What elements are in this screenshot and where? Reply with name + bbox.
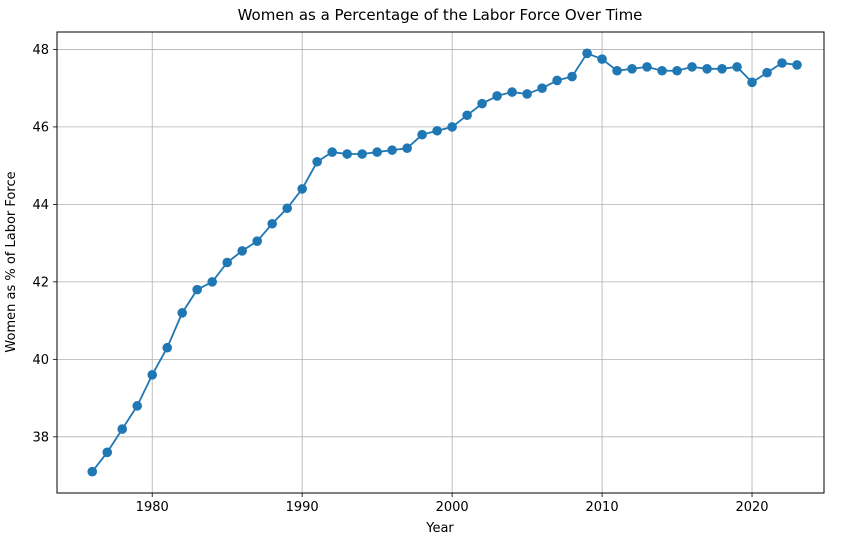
data-point bbox=[522, 89, 532, 99]
y-tick-label: 44 bbox=[32, 198, 49, 213]
data-point bbox=[312, 156, 322, 167]
data-point bbox=[192, 284, 203, 295]
data-point bbox=[642, 62, 652, 72]
y-tick-label: 42 bbox=[32, 275, 49, 290]
x-axis-label: Year bbox=[425, 521, 454, 536]
data-point bbox=[432, 125, 442, 136]
x-tick-label: 1990 bbox=[286, 500, 319, 515]
data-point bbox=[762, 67, 772, 78]
data-point bbox=[657, 65, 667, 76]
data-point bbox=[477, 98, 487, 109]
y-tick-label: 40 bbox=[32, 353, 49, 368]
data-point bbox=[402, 143, 412, 154]
data-point bbox=[357, 149, 367, 159]
data-point bbox=[672, 65, 682, 76]
data-point bbox=[747, 77, 757, 88]
y-axis-label: Women as % of Labor Force bbox=[4, 171, 19, 352]
data-point bbox=[687, 62, 697, 72]
data-point bbox=[537, 83, 547, 93]
data-point bbox=[612, 65, 622, 76]
data-point bbox=[582, 48, 592, 59]
plot-area: 1980 1990 2000 2010 2020 38 40 42 44 46 48 bbox=[32, 31, 825, 515]
data-point bbox=[147, 370, 158, 380]
data-point bbox=[87, 466, 98, 477]
data-point bbox=[417, 129, 427, 140]
x-tick-label: 2020 bbox=[735, 500, 768, 515]
data-point bbox=[252, 236, 262, 246]
data-point bbox=[507, 87, 517, 97]
data-point bbox=[282, 203, 292, 214]
chart-title: Women as a Percentage of the Labor Force… bbox=[238, 6, 643, 24]
data-point bbox=[732, 62, 742, 72]
data-point bbox=[102, 447, 113, 458]
data-point bbox=[447, 122, 457, 132]
data-point bbox=[492, 91, 502, 101]
data-point bbox=[222, 257, 232, 268]
data-point bbox=[327, 147, 337, 157]
data-point bbox=[552, 75, 562, 86]
data-point bbox=[627, 64, 637, 74]
data-point bbox=[117, 424, 128, 434]
x-tick-label: 2000 bbox=[436, 500, 469, 515]
data-point bbox=[297, 184, 307, 194]
data-point bbox=[567, 71, 577, 82]
x-tick-label: 2010 bbox=[586, 500, 619, 515]
x-tick-label: 1980 bbox=[136, 500, 169, 515]
data-point bbox=[342, 149, 352, 159]
data-point bbox=[132, 401, 143, 411]
data-point bbox=[162, 342, 173, 353]
y-tick-label: 48 bbox=[32, 43, 49, 58]
data-point bbox=[372, 147, 382, 157]
data-point bbox=[717, 64, 727, 74]
y-tick-label: 46 bbox=[32, 120, 49, 135]
y-tick-label: 38 bbox=[32, 430, 49, 445]
data-point bbox=[267, 218, 277, 229]
data-point bbox=[792, 60, 802, 70]
data-point bbox=[387, 145, 397, 155]
data-point bbox=[597, 54, 607, 64]
data-point bbox=[702, 64, 712, 74]
axes-frame bbox=[56, 31, 825, 494]
trend-line bbox=[91, 52, 798, 473]
data-point bbox=[462, 110, 472, 121]
data-point bbox=[777, 58, 787, 68]
data-point bbox=[177, 308, 188, 318]
data-point bbox=[237, 246, 247, 256]
data-point bbox=[207, 277, 217, 287]
